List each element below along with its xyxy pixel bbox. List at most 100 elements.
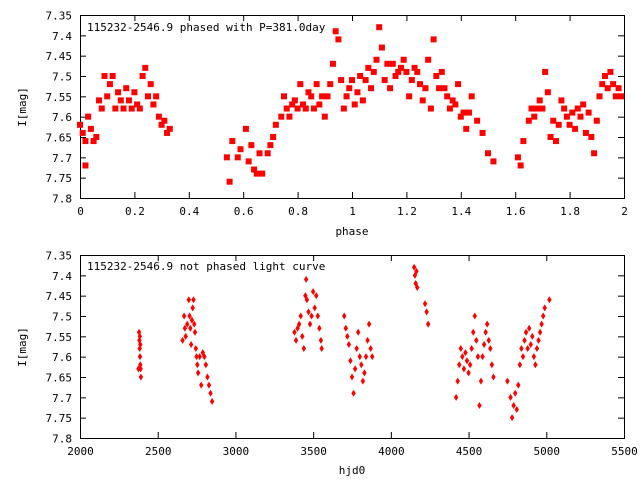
data-point <box>368 345 373 353</box>
unphased-plot-ylabel: I[mag] <box>16 327 29 367</box>
data-point <box>491 373 496 381</box>
data-point <box>370 68 377 75</box>
data-point <box>486 336 491 344</box>
unphased-plot-title: 115232-2546.9 not phased light curve <box>87 260 325 273</box>
data-point <box>455 81 462 88</box>
data-point <box>309 312 314 320</box>
data-point <box>517 162 524 169</box>
data-point <box>234 154 241 161</box>
data-point <box>389 60 396 67</box>
data-point <box>477 401 482 409</box>
data-point <box>547 134 554 140</box>
data-point <box>441 85 448 92</box>
data-point <box>137 345 142 353</box>
y-tick-label: 7.65 <box>46 372 73 385</box>
data-point <box>187 312 192 320</box>
data-point <box>618 93 625 100</box>
data-point <box>580 101 587 108</box>
data-point <box>319 345 324 353</box>
data-point <box>359 97 366 104</box>
data-point <box>528 105 535 112</box>
data-point <box>446 105 453 112</box>
data-point <box>298 312 303 320</box>
data-point <box>392 73 399 79</box>
data-point <box>203 361 209 369</box>
data-point <box>406 93 413 100</box>
data-point <box>278 113 285 120</box>
data-point <box>411 263 417 271</box>
data-point <box>615 85 622 92</box>
data-point <box>120 105 127 112</box>
data-point <box>547 296 552 304</box>
data-point <box>449 97 456 104</box>
data-point <box>294 105 301 112</box>
data-point <box>264 150 271 157</box>
data-point <box>424 308 429 316</box>
data-point <box>312 304 317 312</box>
data-point <box>444 93 451 100</box>
data-point <box>610 81 617 88</box>
data-point <box>242 125 249 132</box>
data-point <box>365 336 370 344</box>
data-point <box>582 129 589 136</box>
y-tick-label: 7.35 <box>46 10 73 23</box>
data-point <box>200 349 205 357</box>
data-point <box>327 81 334 88</box>
data-point <box>513 389 518 397</box>
data-point <box>539 105 546 112</box>
data-point <box>318 336 324 344</box>
data-point <box>345 332 350 340</box>
data-point <box>286 113 293 120</box>
data-point <box>205 373 210 381</box>
x-tick-label: 2500 <box>145 445 172 458</box>
data-point <box>206 381 212 389</box>
data-point <box>365 64 372 71</box>
y-tick-label: 7.4 <box>52 30 72 43</box>
data-point <box>366 320 372 328</box>
data-point <box>607 68 614 75</box>
data-point <box>308 93 315 100</box>
data-point <box>319 93 326 100</box>
data-point <box>106 81 113 88</box>
data-point <box>237 146 244 153</box>
data-point <box>226 178 233 185</box>
y-tick-label: 7.75 <box>46 172 73 185</box>
data-point <box>537 328 543 336</box>
data-point <box>523 328 529 336</box>
data-point <box>425 320 431 328</box>
data-point <box>248 142 255 149</box>
data-point <box>300 101 307 108</box>
data-point <box>270 134 277 140</box>
y-tick-label: 7.6 <box>52 351 72 364</box>
data-point <box>489 361 495 369</box>
data-point <box>96 97 103 104</box>
data-point <box>585 109 592 116</box>
x-tick-label: 1 <box>349 205 356 218</box>
x-tick-label: 0.8 <box>288 205 308 218</box>
data-point <box>483 328 488 336</box>
data-point <box>82 162 89 169</box>
data-point <box>183 332 188 340</box>
data-point <box>360 377 366 385</box>
data-point <box>194 353 199 361</box>
data-point <box>300 332 305 340</box>
data-point <box>465 109 472 116</box>
data-point <box>604 85 611 92</box>
unphased-light-curve-panel: 115232-2546.9 not phased light curve hjd… <box>16 250 638 478</box>
data-point <box>161 117 168 124</box>
data-point <box>417 81 423 88</box>
data-point <box>137 332 143 340</box>
data-point <box>415 284 420 292</box>
data-point <box>267 142 274 149</box>
data-point <box>463 125 470 132</box>
data-point <box>460 109 467 116</box>
data-point <box>475 353 481 361</box>
x-tick-label: 1.6 <box>506 205 526 218</box>
y-tick-label: 7.65 <box>46 132 73 145</box>
data-point <box>223 154 230 161</box>
data-point <box>508 393 513 401</box>
data-point <box>324 93 331 100</box>
data-point <box>346 340 352 348</box>
data-point <box>142 64 149 71</box>
